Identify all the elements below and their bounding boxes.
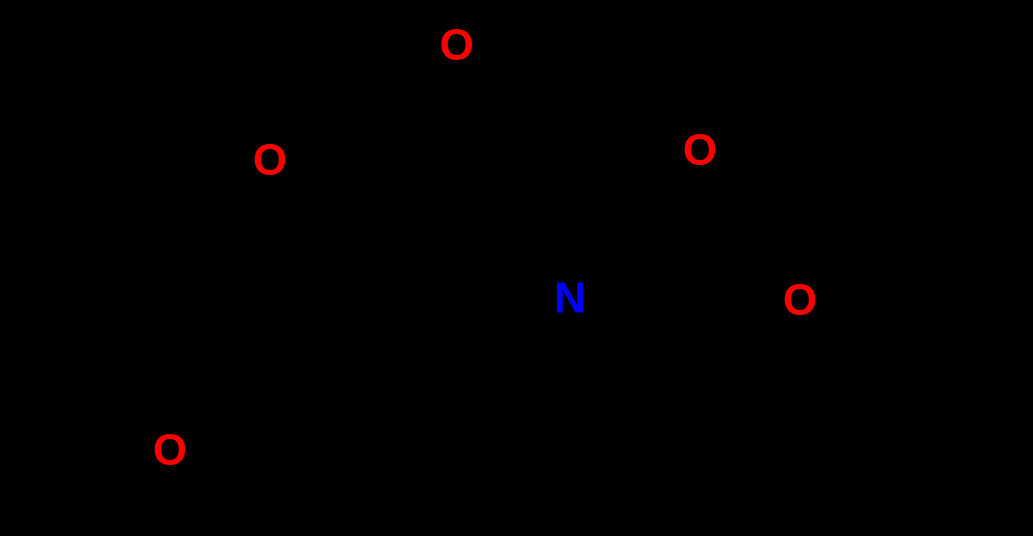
atom-o: O (783, 276, 817, 325)
bond (895, 245, 995, 300)
atom-o: OH (440, 21, 506, 70)
atom-o: O (153, 426, 187, 475)
bonds-layer (70, 73, 995, 510)
atom-label-O: O (253, 136, 287, 185)
bond (194, 464, 270, 510)
atom-labels-layer: OOHONHOO (153, 21, 817, 475)
bond (70, 464, 146, 510)
atom-o: O (683, 126, 717, 175)
atom-o: O (253, 136, 287, 185)
bond (596, 245, 700, 289)
bond (270, 335, 370, 395)
molecule-diagram: OOHONHOO (0, 0, 1033, 536)
atom-label-H: H (554, 232, 586, 281)
bond (370, 335, 470, 395)
atom-label-N: N (554, 273, 586, 322)
bond (895, 185, 995, 245)
atom-label-O: O (683, 126, 717, 175)
atom-n: NH (554, 232, 586, 323)
bond (470, 335, 570, 395)
atom-label-H: H (474, 21, 506, 70)
bond (824, 245, 895, 286)
atom-label-O: O (783, 276, 817, 325)
atom-label-O: O (153, 426, 187, 475)
bond (700, 245, 775, 287)
atom-label-O: O (440, 21, 474, 70)
